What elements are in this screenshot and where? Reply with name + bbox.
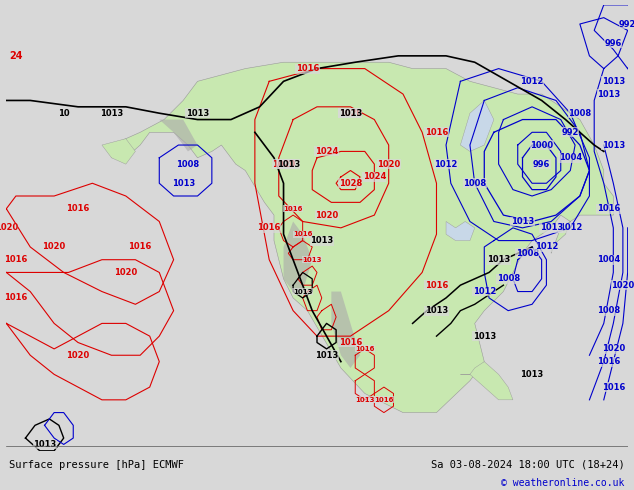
Text: 1016: 1016 xyxy=(257,223,281,232)
Text: 1016: 1016 xyxy=(129,243,152,251)
Text: 1008: 1008 xyxy=(176,160,200,169)
Text: 1020: 1020 xyxy=(339,109,362,118)
Text: 1013: 1013 xyxy=(511,217,534,226)
Text: 1013: 1013 xyxy=(597,90,620,98)
Text: 1016: 1016 xyxy=(293,231,313,237)
Polygon shape xyxy=(460,362,513,400)
Text: 1013: 1013 xyxy=(339,109,362,118)
Text: 1012: 1012 xyxy=(534,243,558,251)
Text: 1016: 1016 xyxy=(67,204,90,213)
Text: 1020: 1020 xyxy=(315,211,338,220)
Text: 1013: 1013 xyxy=(540,223,563,232)
Text: 1008: 1008 xyxy=(597,306,620,315)
Text: 996: 996 xyxy=(533,160,550,169)
Text: 10: 10 xyxy=(58,109,70,118)
Polygon shape xyxy=(283,221,312,292)
Text: 1016: 1016 xyxy=(425,128,448,137)
Text: 1020: 1020 xyxy=(114,268,138,277)
Text: 992: 992 xyxy=(562,128,579,137)
Text: 1004: 1004 xyxy=(597,255,620,264)
Text: 1008: 1008 xyxy=(515,249,539,258)
Text: 1024: 1024 xyxy=(363,172,386,181)
Text: 1013: 1013 xyxy=(293,289,313,294)
Text: 1008: 1008 xyxy=(463,179,486,188)
Text: 1016: 1016 xyxy=(597,204,620,213)
Text: 1016: 1016 xyxy=(355,346,375,352)
Text: Surface pressure [hPa] ECMWF: Surface pressure [hPa] ECMWF xyxy=(10,460,184,470)
Text: 1013: 1013 xyxy=(172,179,195,188)
Text: 1012: 1012 xyxy=(559,223,582,232)
Text: 1008: 1008 xyxy=(568,109,592,118)
Text: 1020: 1020 xyxy=(602,344,625,353)
Text: 1016: 1016 xyxy=(339,338,362,347)
Text: 1013: 1013 xyxy=(276,160,300,169)
Text: 992: 992 xyxy=(619,20,634,28)
Polygon shape xyxy=(446,221,475,241)
Text: 1012: 1012 xyxy=(472,287,496,296)
Polygon shape xyxy=(460,100,494,151)
Text: 1024: 1024 xyxy=(315,147,339,156)
Text: 1016: 1016 xyxy=(4,294,28,302)
Text: 1013: 1013 xyxy=(602,141,625,149)
Text: 1028: 1028 xyxy=(339,179,362,188)
Text: 1013: 1013 xyxy=(473,332,496,341)
Text: 1013: 1013 xyxy=(355,397,375,403)
Text: 1016: 1016 xyxy=(295,64,319,73)
Polygon shape xyxy=(102,139,136,164)
Text: 1013: 1013 xyxy=(33,440,56,449)
Text: 1013: 1013 xyxy=(310,236,333,245)
Text: 1016: 1016 xyxy=(597,357,620,366)
Text: 1013: 1013 xyxy=(302,257,322,263)
Text: 1020: 1020 xyxy=(42,243,66,251)
Polygon shape xyxy=(159,120,198,151)
Text: 1016: 1016 xyxy=(602,383,625,392)
Text: 1013: 1013 xyxy=(425,306,448,315)
Text: 24: 24 xyxy=(9,51,23,61)
Text: 1008: 1008 xyxy=(496,274,520,283)
Text: 1013: 1013 xyxy=(487,255,510,264)
Text: Sa 03-08-2024 18:00 UTC (18+24): Sa 03-08-2024 18:00 UTC (18+24) xyxy=(431,460,624,470)
Text: 996: 996 xyxy=(605,39,622,48)
Text: 1016: 1016 xyxy=(4,255,28,264)
Text: 1012: 1012 xyxy=(521,77,544,86)
Text: 1020: 1020 xyxy=(0,223,18,232)
Text: 1020: 1020 xyxy=(377,160,400,169)
Text: 1016: 1016 xyxy=(374,397,394,403)
Text: 1000: 1000 xyxy=(530,141,553,149)
Text: 1020: 1020 xyxy=(67,351,89,360)
Text: 1004: 1004 xyxy=(559,153,582,162)
Text: 1013: 1013 xyxy=(315,351,338,360)
Text: 1016: 1016 xyxy=(425,281,448,290)
Text: 1013: 1013 xyxy=(100,109,123,118)
Text: 1020: 1020 xyxy=(611,281,634,290)
Text: 1013: 1013 xyxy=(602,77,625,86)
Polygon shape xyxy=(112,62,613,413)
Text: 1020: 1020 xyxy=(272,160,295,169)
Text: 1012: 1012 xyxy=(434,160,458,169)
Text: 1013: 1013 xyxy=(521,370,544,379)
Text: 1016: 1016 xyxy=(283,206,303,212)
Text: © weatheronline.co.uk: © weatheronline.co.uk xyxy=(501,478,624,488)
Text: 1013: 1013 xyxy=(186,109,209,118)
Polygon shape xyxy=(332,292,360,368)
